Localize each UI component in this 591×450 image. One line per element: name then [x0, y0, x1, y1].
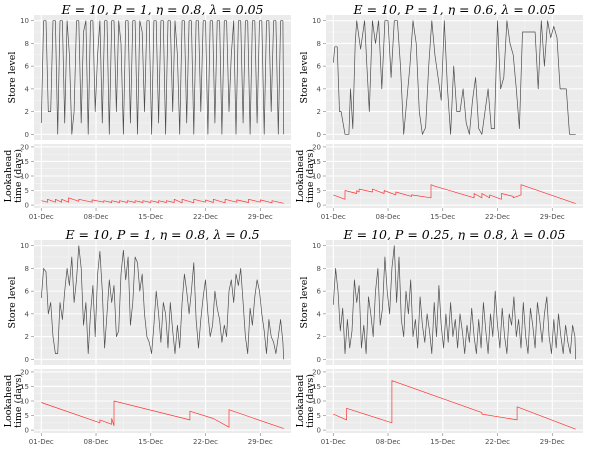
store-y-tick-label: 8: [317, 40, 321, 48]
lookahead-series-line: [333, 380, 576, 430]
store-series-line: [40, 245, 285, 360]
lookahead-y-tick-label: 5: [317, 412, 321, 420]
x-tick-label: 22-Dec: [193, 213, 218, 221]
lookahead-y-tick-label: 5: [25, 412, 29, 420]
y-axis-label-store: Store level: [7, 52, 18, 104]
lookahead-series-line: [41, 400, 284, 429]
store-y-tick-label: 8: [317, 265, 321, 273]
x-tick-label: 29-Dec: [540, 438, 565, 446]
y-axis-label-store: Store level: [299, 52, 310, 104]
store-y-tick-label: 4: [25, 310, 30, 318]
store-y-tick-label: 0: [25, 356, 29, 364]
store-y-tick-label: 6: [317, 63, 322, 71]
x-tick-label: 08-Dec: [84, 213, 109, 221]
store-y-tick-label: 2: [317, 333, 321, 341]
y-axis-label-lookahead-line2: time (days): [305, 149, 316, 203]
store-y-tick-label: 8: [25, 40, 29, 48]
lookahead-y-tick-label: 10: [20, 173, 29, 181]
y-axis-label-store: Store level: [7, 277, 18, 329]
x-tick-label: 29-Dec: [248, 213, 273, 221]
chart-panel-4: E = 10, P = 0.25, η = 0.8, λ = 0.05 0 2 4 6 8…: [295, 227, 583, 446]
store-y-tick-label: 10: [20, 242, 29, 250]
chart-title: E = 10, P = 1, η = 0.6, λ = 0.05: [352, 2, 555, 17]
store-y-tick-label: 0: [317, 131, 321, 139]
store-y-tick-label: 0: [317, 356, 321, 364]
chart-panel-2: E = 10, P = 1, η = 0.6, λ = 0.05 0 2 4 6 8 10 0…: [295, 2, 583, 221]
y-axis-label-lookahead-line1: Lookahead: [295, 150, 306, 203]
store-y-tick-label: 6: [25, 288, 30, 296]
x-tick-label: 08-Dec: [84, 438, 109, 446]
lookahead-y-tick-label: 10: [20, 398, 29, 406]
x-tick-label: 29-Dec: [248, 438, 273, 446]
lookahead-y-tick-label: 0: [25, 427, 29, 435]
x-tick-label: 01-Dec: [29, 213, 54, 221]
store-y-tick-label: 4: [317, 310, 322, 318]
x-tick-label: 22-Dec: [485, 438, 510, 446]
x-tick-label: 08-Dec: [376, 213, 401, 221]
store-y-tick-label: 10: [20, 17, 29, 25]
lookahead-y-tick-label: 15: [312, 158, 321, 166]
x-tick-label: 15-Dec: [138, 438, 163, 446]
x-tick-label: 29-Dec: [540, 213, 565, 221]
lookahead-y-tick-label: 20: [20, 368, 29, 376]
lookahead-y-tick-label: 20: [312, 368, 321, 376]
store-y-tick-label: 4: [25, 85, 30, 93]
x-tick-label: 01-Dec: [321, 213, 346, 221]
x-tick-label: 01-Dec: [29, 438, 54, 446]
lookahead-y-tick-label: 5: [317, 187, 321, 195]
x-tick-label: 22-Dec: [193, 438, 218, 446]
chart-title: E = 10, P = 0.25, η = 0.8, λ = 0.05: [343, 227, 566, 242]
lookahead-y-tick-label: 10: [312, 173, 321, 181]
chart-panel-3: E = 10, P = 1, η = 0.8, λ = 0.5 0 2 4 6 8 10 0 5…: [3, 227, 291, 446]
store-y-tick-label: 2: [25, 333, 29, 341]
store-y-tick-label: 6: [25, 63, 30, 71]
x-tick-label: 15-Dec: [138, 213, 163, 221]
y-axis-label-lookahead-line1: Lookahead: [3, 375, 14, 428]
x-tick-label: 22-Dec: [485, 213, 510, 221]
lookahead-y-tick-label: 15: [20, 158, 29, 166]
store-y-tick-label: 10: [312, 17, 321, 25]
lookahead-series-line: [41, 197, 284, 204]
store-y-tick-label: 8: [25, 265, 29, 273]
y-axis-label-lookahead-line2: time (days): [13, 149, 24, 203]
store-y-tick-label: 4: [317, 85, 322, 93]
lookahead-y-tick-label: 10: [312, 398, 321, 406]
chart-title: E = 10, P = 1, η = 0.8, λ = 0.5: [64, 227, 259, 242]
lookahead-y-tick-label: 15: [312, 383, 321, 391]
x-tick-label: 15-Dec: [430, 213, 455, 221]
x-tick-label: 08-Dec: [376, 438, 401, 446]
lookahead-series-line: [333, 184, 576, 204]
store-y-tick-label: 10: [312, 242, 321, 250]
y-axis-label-lookahead-line2: time (days): [13, 374, 24, 428]
x-tick-label: 01-Dec: [321, 438, 346, 446]
lookahead-y-tick-label: 0: [317, 427, 321, 435]
lookahead-y-tick-label: 20: [20, 143, 29, 151]
chart-title: E = 10, P = 1, η = 0.8, λ = 0.05: [60, 2, 263, 17]
chart-panel-1: E = 10, P = 1, η = 0.8, λ = 0.05 0 2 4 6 8 10 0…: [3, 2, 291, 221]
lookahead-y-tick-label: 5: [25, 187, 29, 195]
store-series-line: [40, 20, 285, 135]
store-series-line: [332, 245, 577, 360]
y-axis-label-store: Store level: [299, 277, 310, 329]
lookahead-y-tick-label: 0: [25, 202, 29, 210]
store-y-tick-label: 2: [25, 108, 29, 116]
y-axis-label-lookahead-line1: Lookahead: [295, 375, 306, 428]
x-tick-label: 15-Dec: [430, 438, 455, 446]
lookahead-y-tick-label: 15: [20, 383, 29, 391]
y-axis-label-lookahead-line1: Lookahead: [3, 150, 14, 203]
y-axis-label-lookahead-line2: time (days): [305, 374, 316, 428]
store-y-tick-label: 2: [317, 108, 321, 116]
lookahead-y-tick-label: 0: [317, 202, 321, 210]
lookahead-y-tick-label: 20: [312, 143, 321, 151]
store-series-line: [332, 20, 576, 135]
store-y-tick-label: 0: [25, 131, 29, 139]
store-y-tick-label: 6: [317, 288, 322, 296]
